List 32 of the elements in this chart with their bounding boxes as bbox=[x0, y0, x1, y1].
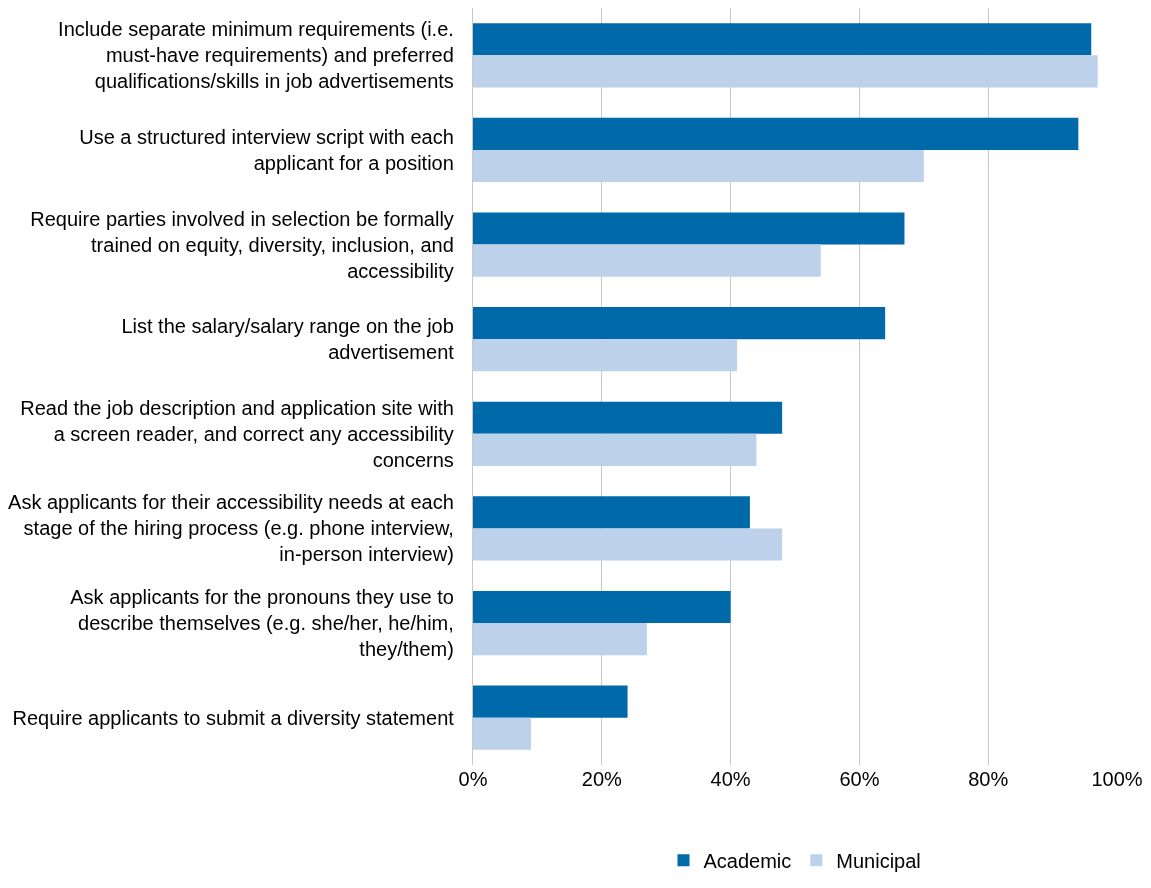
y-tick-label: Use a structured interview script with each applicant for a position bbox=[79, 125, 454, 174]
bar bbox=[473, 623, 647, 656]
bar bbox=[473, 401, 783, 434]
bar bbox=[473, 496, 750, 529]
bar bbox=[473, 717, 531, 750]
bar bbox=[473, 149, 924, 183]
bar bbox=[473, 590, 731, 624]
y-tick-label: Include separate minimum requirements (i.e. must-have requirements) and preferred qualifications/skills in job advertisements bbox=[58, 18, 454, 93]
legend-label: Municipal bbox=[836, 850, 921, 872]
y-tick-label: List the salary/salary range on the job advertisement bbox=[121, 315, 455, 364]
x-tick-label: 60% bbox=[839, 768, 880, 790]
y-tick-label: Read the job description and application site with a screen reader, and correct any accessibility concerns bbox=[20, 396, 454, 471]
y-tick-label: Ask applicants for the pronouns they use to describe themselves (e.g. she/her, he/him, they/them) bbox=[70, 586, 454, 661]
y-tick-label: Ask applicants for their accessibility needs at each stage of the hiring process (e.g. phone interview, in-person interview) bbox=[8, 491, 454, 566]
bar bbox=[473, 212, 905, 245]
x-tick-label: 80% bbox=[968, 768, 1009, 790]
bar bbox=[473, 339, 738, 372]
bar bbox=[473, 685, 628, 718]
bar bbox=[473, 307, 886, 340]
y-tick-label: Require parties involved in selection be formally trained on equity, diversity, inclusion, and accessibility bbox=[30, 207, 454, 282]
bar bbox=[473, 528, 783, 561]
legend-label: Academic bbox=[703, 850, 792, 872]
bar bbox=[473, 55, 1098, 88]
bar bbox=[473, 244, 821, 277]
x-tick-label: 0% bbox=[458, 768, 488, 790]
x-tick-label: 20% bbox=[581, 768, 623, 790]
bar bbox=[473, 433, 757, 466]
bar bbox=[473, 23, 1092, 56]
y-tick-label: Require applicants to submit a diversity statement bbox=[12, 706, 455, 729]
x-tick-label: 40% bbox=[710, 768, 751, 790]
x-tick-label: 100% bbox=[1091, 768, 1143, 790]
bar bbox=[473, 117, 1079, 150]
